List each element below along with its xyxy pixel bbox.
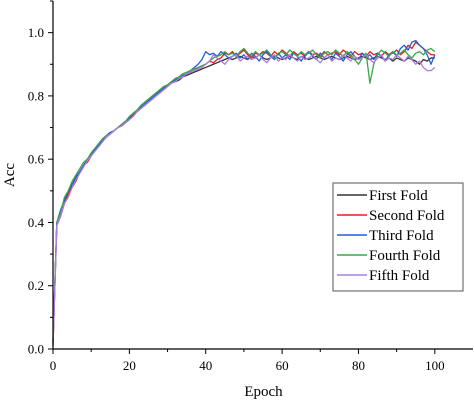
x-tick-label: 40 xyxy=(199,358,212,373)
y-axis-title: Acc xyxy=(2,163,18,187)
y-tick-label: 0.8 xyxy=(28,88,44,103)
x-tick-label: 0 xyxy=(50,358,57,373)
y-tick-label: 0.0 xyxy=(28,342,44,357)
legend-label-4: Fourth Fold xyxy=(369,248,441,264)
legend-label-3: Third Fold xyxy=(369,228,434,244)
y-tick-label: 0.2 xyxy=(28,278,44,293)
legend-label-1: First Fold xyxy=(369,188,428,204)
y-tick-label: 1.0 xyxy=(28,25,44,40)
legend-box xyxy=(332,182,464,292)
x-tick-label: 60 xyxy=(276,358,289,373)
y-tick-label: 0.6 xyxy=(28,152,45,167)
x-tick-label: 20 xyxy=(123,358,136,373)
legend: First Fold Second Fold Third Fold Fourth Fo… xyxy=(332,182,464,292)
y-tick-label: 0.4 xyxy=(28,215,45,230)
x-tick-label: 100 xyxy=(425,358,445,373)
plot-area xyxy=(52,39,436,346)
legend-label-2: Second Fold xyxy=(369,208,445,224)
x-axis-title: Epoch xyxy=(244,384,283,400)
x-tick-label: 80 xyxy=(352,358,365,373)
legend-label-5: Fifth Fold xyxy=(369,268,430,284)
series-line-5 xyxy=(52,54,436,346)
